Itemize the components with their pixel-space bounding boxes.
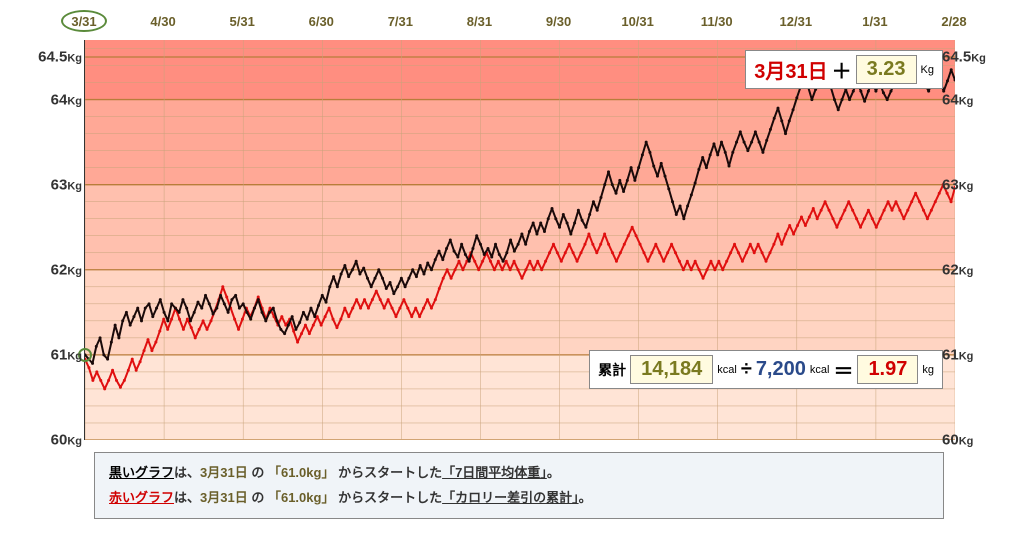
y-tick-label: 61Kg: [22, 346, 82, 363]
date-label: 1/31: [862, 14, 887, 29]
y-tick-label: 64.5Kg: [942, 49, 1002, 66]
chart-container: 3/31 4/30 5/31 6/30 7/31 8/31 9/30 10/31 11/30 12…: [22, 12, 1002, 527]
delta-date: 3月31日: [754, 55, 827, 84]
date-label: 2/28: [941, 14, 966, 29]
legend2-desc: 「カロリー差引の累計」: [442, 490, 579, 505]
delta-info-box: 3月31日 ＋ 3.23 Kg: [745, 50, 943, 89]
date-label: 4/30: [150, 14, 175, 29]
date-label: 3/31: [71, 14, 96, 29]
legend1-desc: 「7日間平均体重」: [442, 465, 547, 480]
legend1-val: 「61.0kg」: [268, 465, 334, 480]
legend1-t1: は、: [174, 465, 200, 480]
legend2-date: 3月31日: [200, 490, 248, 505]
calc-kcal2: kcal: [810, 364, 830, 376]
y-tick-label: 62Kg: [22, 261, 82, 278]
legend-line-1: 黒いグラフは、3月31日 の 「61.0kg」 からスタートした「7日間平均体重…: [109, 461, 929, 486]
plus-sign: ＋: [832, 55, 852, 84]
legend1-t3: からスタートした: [334, 465, 442, 480]
legend1-t4: 。: [547, 465, 560, 480]
calc-total: 14,184: [630, 355, 713, 384]
y-tick-label: 60Kg: [942, 432, 1002, 449]
legend2-t2: の: [248, 490, 268, 505]
date-label: 11/30: [701, 14, 733, 29]
y-tick-label: 63Kg: [942, 176, 1002, 193]
legend-line-2: 赤いグラフは、3月31日 の 「61.0kg」 からスタートした「カロリー差引の…: [109, 486, 929, 511]
date-label: 10/31: [621, 14, 654, 29]
calc-divisor: 7,200: [756, 358, 806, 381]
plot-area: 3月31日 ＋ 3.23 Kg 累計 14,184 kcal ÷ 7,200 k…: [84, 40, 954, 440]
legend2-t3: からスタートした: [334, 490, 442, 505]
legend2-t4: 。: [579, 490, 592, 505]
x-axis-dates: 3/314/305/316/307/318/319/3010/3111/3012…: [84, 12, 954, 36]
y-tick-label: 64Kg: [22, 91, 82, 108]
y-tick-label: 63Kg: [22, 176, 82, 193]
date-label: 12/31: [780, 14, 813, 29]
y-tick-label: 62Kg: [942, 261, 1002, 278]
y-tick-label: 64.5Kg: [22, 49, 82, 66]
date-label: 5/31: [230, 14, 255, 29]
legend1-t2: の: [248, 465, 268, 480]
calc-kcal1: kcal: [717, 364, 737, 376]
legend2-t1: は、: [174, 490, 200, 505]
date-label: 9/30: [546, 14, 571, 29]
y-tick-label: 61Kg: [942, 346, 1002, 363]
delta-value: 3.23: [856, 55, 917, 84]
calc-label: 累計: [598, 360, 626, 380]
date-label: 7/31: [388, 14, 413, 29]
calc-div: ÷: [741, 358, 752, 381]
legend1-date: 3月31日: [200, 465, 248, 480]
calc-info-box: 累計 14,184 kcal ÷ 7,200 kcal ＝ 1.97 kg: [589, 350, 943, 389]
calc-result: 1.97: [857, 355, 918, 384]
calc-eq: ＝: [833, 355, 853, 384]
delta-unit: Kg: [921, 64, 934, 76]
date-label: 6/30: [309, 14, 334, 29]
legend-box: 黒いグラフは、3月31日 の 「61.0kg」 からスタートした「7日間平均体重…: [94, 452, 944, 519]
date-label: 8/31: [467, 14, 492, 29]
legend2-series: 赤いグラフ: [109, 490, 174, 505]
legend1-series: 黒いグラフ: [109, 465, 174, 480]
y-tick-label: 64Kg: [942, 91, 1002, 108]
calc-kg: kg: [922, 364, 934, 376]
legend2-val: 「61.0kg」: [268, 490, 334, 505]
y-tick-label: 60Kg: [22, 432, 82, 449]
